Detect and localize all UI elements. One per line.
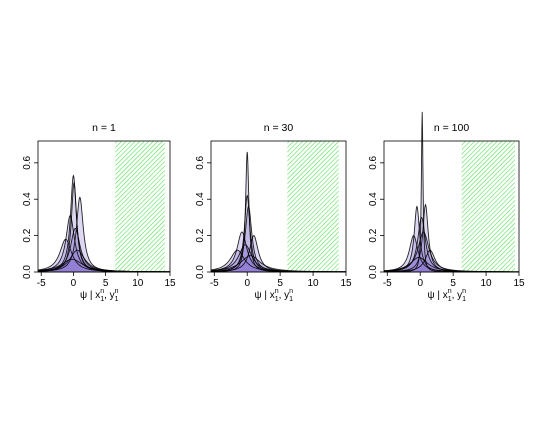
x-axis-label: ψ | x1n, y1n [80,288,119,303]
y-tick-label: 0.4 [22,192,33,206]
panel-3: n = 100 -5 0 5 10 15 0.0 0.2 0.4 0.6 ψ | x1n, y1n [368,111,525,303]
y-tick-label: 0.6 [195,155,206,169]
panel-title: n = 1 [92,122,116,134]
x-tick-label: -5 [37,278,46,289]
density-fill [211,244,346,272]
hatched-region [115,141,165,272]
panel-1: n = 1 -5 0 5 10 15 0.0 0.2 0.4 0.6 ψ | x1n, y1n [22,122,176,303]
plot-frame [383,140,520,273]
panel-2: n = 30 -5 0 5 10 15 0.0 0.2 0.4 0.6 ψ | x1n, y1n [195,122,352,303]
density-fill [38,250,170,272]
y-tick-label: 0.2 [368,228,379,242]
y-tick-label: 0.4 [368,192,379,206]
panel-title: n = 100 [434,122,469,134]
x-tick-label: 5 [103,278,109,289]
density-fill [211,206,346,272]
plot-frame [210,140,347,273]
x-tick-label: 0 [417,278,423,289]
density-fill [384,217,519,272]
panel-title: n = 30 [264,122,294,134]
x-tick-label: 15 [513,278,525,289]
y-tick-label: 0.4 [195,192,206,206]
x-tick-label: 5 [277,278,283,289]
x-tick-label: -5 [383,278,392,289]
y-tick-label: 0.2 [22,228,33,242]
y-tick-label: 0.6 [368,155,379,169]
density-fill [38,239,170,272]
x-tick-label: 10 [132,278,144,289]
x-tick-label: 10 [308,278,320,289]
plot-frame [37,140,171,273]
x-tick-label: 0 [244,278,250,289]
x-tick-label: 0 [71,278,77,289]
density-fill [211,195,346,272]
x-tick-label: 5 [450,278,456,289]
x-tick-label: 15 [340,278,352,289]
x-axis-label: ψ | x1n, y1n [255,288,294,303]
hatched-region [287,141,339,272]
x-tick-label: 10 [481,278,493,289]
density-fill [38,259,170,272]
density-fill [211,250,346,272]
density-fill [384,206,519,272]
density-curve [210,255,346,273]
y-tick-label: 0.0 [368,265,379,279]
y-tick-label: 0.0 [22,265,33,279]
y-tick-label: 0.6 [22,155,33,169]
y-tick-label: 0.0 [195,265,206,279]
x-axis-label: ψ | x1n, y1n [428,288,467,303]
density-fill [38,228,170,272]
hatched-region [461,141,516,272]
x-tick-label: 15 [164,278,176,289]
y-tick-label: 0.2 [195,228,206,242]
x-tick-label: -5 [210,278,219,289]
